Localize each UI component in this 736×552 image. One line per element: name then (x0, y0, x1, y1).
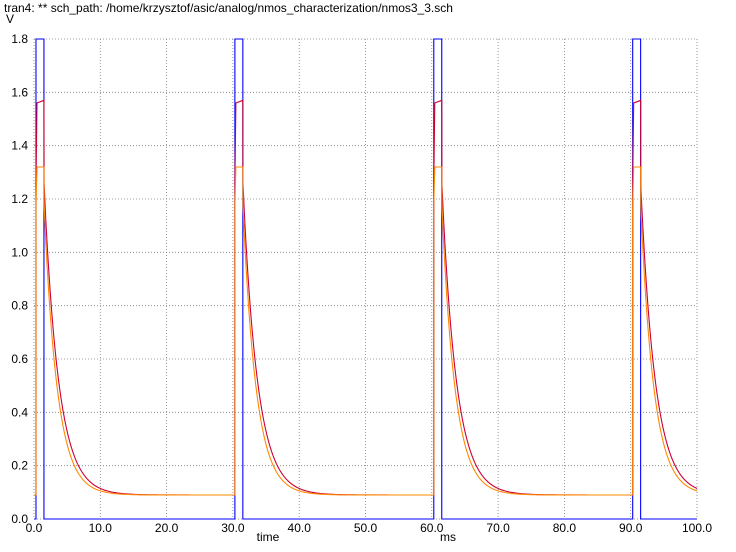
series-line-3 (34, 166, 698, 496)
y-tick-label: 1.0 (11, 245, 28, 259)
x-tick-label: 50.0 (354, 521, 378, 535)
x-tick-label: 80.0 (553, 521, 577, 535)
y-tick-label: 1.2 (11, 192, 28, 206)
plot-title: tran4: ** sch_path: /home/krzysztof/asic… (4, 1, 453, 15)
series-line-1 (34, 38, 697, 520)
series-layer (34, 38, 698, 520)
y-tick-label: 0.0 (11, 512, 28, 526)
y-tick-label: 1.4 (11, 139, 28, 153)
tick-labels: 0.0 10.0 20.0 30.0 40.0 50.0 60.0 70.0 80.0 90.0 1… (11, 32, 712, 535)
y-tick-label: 0.2 (11, 459, 28, 473)
plot-grid (33, 38, 698, 520)
x-axis-label: time (257, 530, 280, 544)
x-tick-label: 30.0 (221, 521, 245, 535)
y-tick-label: 0.6 (11, 352, 28, 366)
y-tick-label: 0.4 (11, 405, 28, 419)
y-tick-label: 1.6 (11, 85, 28, 99)
x-tick-label: 10.0 (89, 521, 113, 535)
y-axis-unit-label: V (6, 12, 15, 26)
x-tick-label: 100.0 (682, 521, 712, 535)
x-tick-label: 90.0 (619, 521, 643, 535)
x-tick-label: 20.0 (155, 521, 179, 535)
y-tick-label: 0.8 (11, 299, 28, 313)
x-tick-label: 70.0 (486, 521, 510, 535)
x-tick-label: 40.0 (288, 521, 312, 535)
y-tick-label: 1.8 (11, 32, 28, 46)
x-axis-unit: ms (440, 530, 456, 544)
x-tick-label: 60.0 (420, 521, 444, 535)
x-tick-label: 0.0 (26, 521, 43, 535)
